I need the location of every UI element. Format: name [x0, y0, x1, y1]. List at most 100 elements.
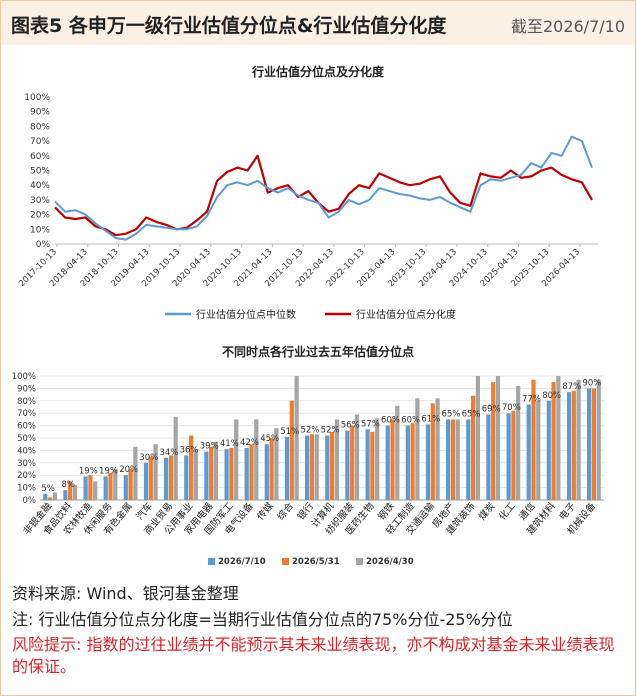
- bar: [68, 481, 73, 500]
- y-tick-label: 0%: [23, 496, 37, 506]
- bar: [531, 379, 536, 500]
- bar: [430, 403, 435, 500]
- bar: [168, 455, 173, 500]
- data-label: 42%: [240, 438, 259, 448]
- bar: [596, 379, 601, 500]
- data-label: 65%: [441, 409, 460, 419]
- legend-label: 行业估值分位点分化度: [356, 308, 456, 321]
- chart-title: 不同时点各行业过去五年估值分位点: [222, 344, 414, 359]
- bar: [350, 425, 355, 500]
- source-note: 资料来源: Wind、银河基金整理: [12, 584, 239, 603]
- data-label: 65%: [462, 409, 481, 419]
- as-of-date: 截至2026/7/10: [510, 17, 625, 36]
- y-tick-label: 90%: [30, 108, 50, 118]
- data-label: 56%: [341, 421, 360, 431]
- bar: [52, 492, 57, 500]
- bar: [405, 425, 410, 500]
- y-tick-label: 70%: [30, 137, 50, 147]
- bar: [591, 388, 596, 500]
- bar: [425, 424, 431, 500]
- y-tick-label: 90%: [17, 384, 36, 394]
- x-tick-label: 综合: [275, 500, 297, 523]
- bar: [491, 382, 496, 500]
- series-line: [54, 154, 593, 237]
- data-label: 8%: [61, 480, 75, 490]
- bar: [571, 390, 576, 500]
- bar: [193, 449, 198, 500]
- bar: [455, 419, 460, 500]
- bar: [113, 469, 118, 500]
- data-label: 51%: [280, 427, 299, 437]
- bar: [83, 476, 88, 500]
- bar: [229, 447, 234, 500]
- bar: [410, 423, 415, 500]
- y-tick-label: 50%: [17, 434, 36, 444]
- bar: [254, 419, 259, 500]
- bar: [274, 428, 279, 500]
- data-label: 61%: [421, 414, 440, 424]
- data-label: 34%: [159, 448, 178, 458]
- bar: [93, 481, 98, 500]
- bar: [435, 398, 440, 500]
- bar: [466, 419, 471, 500]
- bar: [234, 419, 239, 500]
- data-label: 52%: [300, 426, 319, 436]
- bar: [471, 395, 476, 500]
- data-label: 87%: [562, 382, 581, 392]
- legend-label: 2026/4/30: [366, 557, 414, 567]
- y-tick-label: 30%: [17, 459, 36, 469]
- y-tick-label: 60%: [17, 422, 36, 432]
- bar: [526, 404, 531, 500]
- bar: [164, 457, 169, 500]
- bar: [184, 455, 189, 500]
- bar: [365, 429, 370, 500]
- bar: [450, 419, 455, 500]
- data-label: 77%: [522, 395, 541, 405]
- bar: [325, 435, 330, 500]
- card-header: 图表5 各申万一级行业估值分位点&行业估值分化度 截至2026/7/10: [1, 1, 635, 45]
- bar: [143, 462, 149, 500]
- data-label: 60%: [381, 416, 400, 426]
- bar: [486, 414, 491, 500]
- bar: [551, 382, 556, 500]
- bar: [536, 400, 541, 500]
- bar: [475, 376, 480, 500]
- y-tick-label: 10%: [30, 225, 50, 235]
- y-tick-label: 50%: [30, 167, 50, 177]
- bar: [395, 405, 400, 500]
- data-label: 19%: [79, 466, 98, 476]
- y-tick-label: 40%: [30, 181, 50, 191]
- bar: [43, 493, 48, 500]
- bar: [446, 419, 451, 500]
- bar: [128, 469, 133, 500]
- y-tick-label: 40%: [17, 446, 36, 456]
- bar: [88, 475, 93, 500]
- y-tick-label: 80%: [17, 397, 36, 407]
- y-tick-label: 100%: [24, 93, 50, 103]
- data-label: 70%: [502, 403, 521, 413]
- bar: [587, 388, 592, 500]
- legend-label: 2026/5/31: [292, 557, 340, 567]
- line-chart: 行业估值分位点及分化度 0% 10% 20% 30% 40% 50% 60% 70% 80% 90%…: [17, 64, 598, 321]
- bar: [153, 444, 158, 500]
- data-label: 5%: [41, 484, 55, 494]
- legend-swatch: [282, 558, 289, 565]
- bar: [354, 414, 360, 500]
- y-tick-label: 70%: [17, 409, 36, 419]
- data-label: 39%: [200, 442, 219, 452]
- y-tick-label: 30%: [30, 196, 50, 206]
- bar: [289, 400, 294, 500]
- bar: [345, 430, 350, 500]
- y-tick-label: 80%: [30, 122, 50, 132]
- data-label: 57%: [361, 419, 380, 429]
- bar: [385, 425, 390, 500]
- data-label: 20%: [119, 465, 138, 475]
- data-label: 36%: [180, 445, 199, 455]
- y-tick-label: 10%: [17, 484, 36, 494]
- legend-swatch: [208, 558, 215, 565]
- bar: [63, 490, 68, 500]
- bar: [390, 419, 395, 500]
- figure-title: 图表5 各申万一级行业估值分位点&行业估值分化度: [11, 15, 447, 37]
- bar: [566, 392, 572, 500]
